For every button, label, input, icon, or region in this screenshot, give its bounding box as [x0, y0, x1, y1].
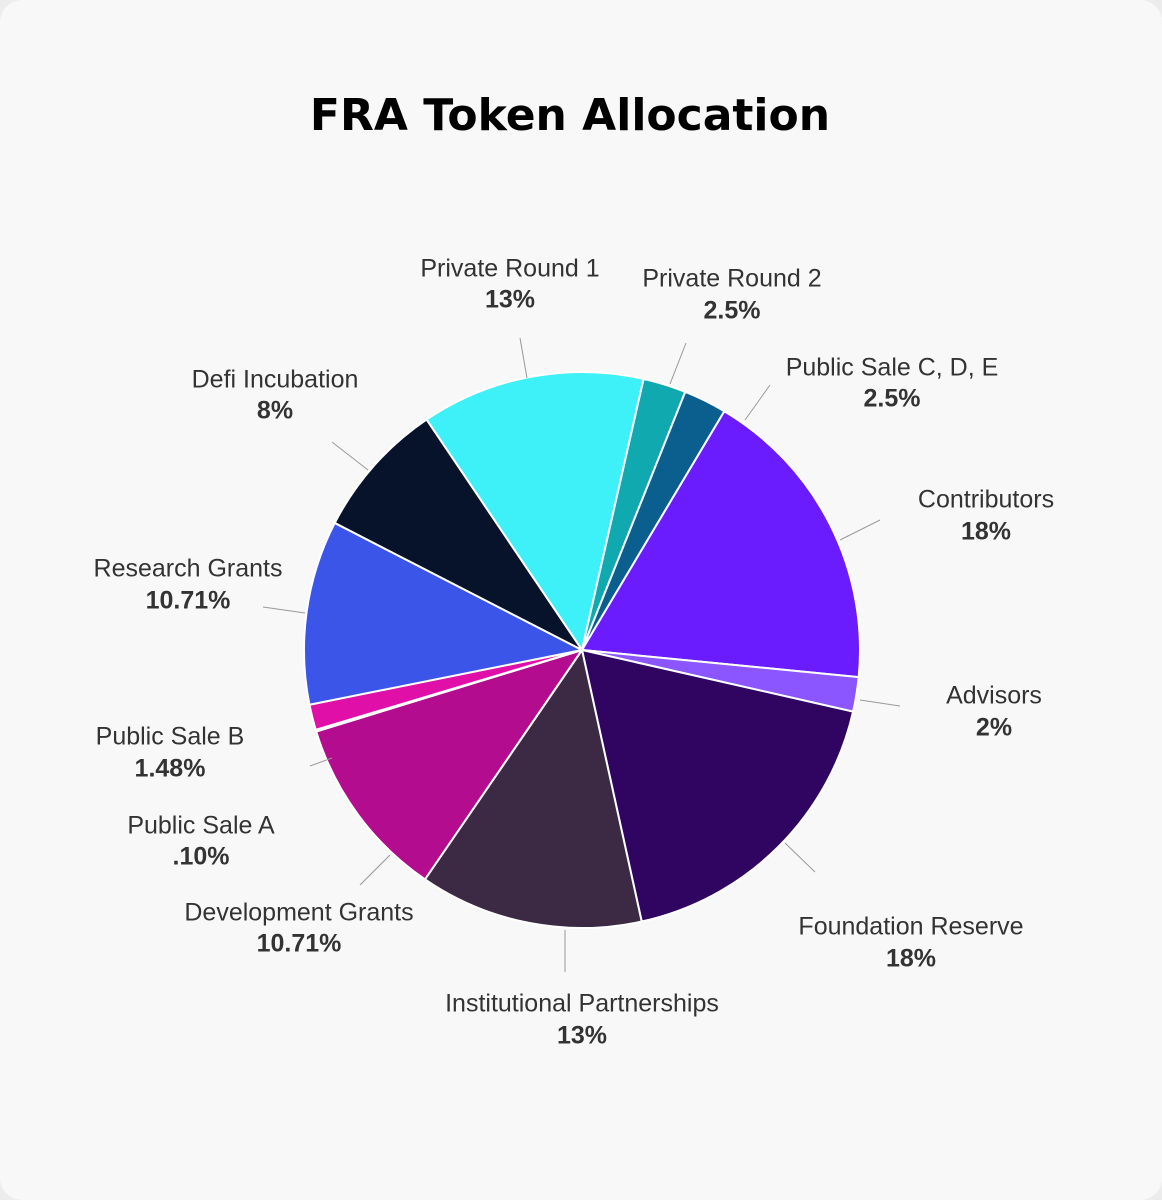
slice-label: Public Sale A — [127, 812, 275, 840]
slice-value: 2.5% — [704, 297, 761, 325]
slice-label: Contributors — [918, 486, 1054, 514]
pie-slice — [425, 371, 645, 653]
slice-label: Foundation Reserve — [798, 913, 1023, 941]
leader-line — [331, 441, 369, 471]
slice-label: Institutional Partnerships — [445, 990, 719, 1018]
slice-label: Defi Incubation — [192, 366, 359, 394]
slice-value: 1.48% — [135, 755, 206, 783]
slice-value: .10% — [173, 843, 230, 871]
pie-slice — [580, 648, 855, 923]
pie-slice — [303, 521, 586, 706]
chart-title: FRA Token Allocation — [310, 90, 830, 141]
pie-slice — [314, 648, 585, 881]
leader-line — [309, 757, 333, 767]
leader-line — [359, 854, 391, 886]
leader-line — [859, 699, 901, 707]
leader-line — [519, 337, 528, 379]
slice-value: 10.71% — [257, 930, 342, 958]
slice-label: Private Round 2 — [642, 265, 821, 293]
slice-label: Private Round 1 — [420, 255, 599, 283]
slice-label: Research Grants — [94, 555, 283, 583]
slice-value: 8% — [257, 397, 293, 425]
slice-value: 10.71% — [146, 587, 231, 615]
leader-line — [744, 384, 771, 421]
slice-value: 18% — [961, 518, 1011, 546]
slice-label: Development Grants — [184, 899, 413, 927]
pie-slice — [580, 409, 861, 679]
pie-slice — [333, 418, 583, 651]
leader-line — [839, 519, 881, 541]
slice-value: 18% — [886, 945, 936, 973]
slice-value: 2% — [976, 714, 1012, 742]
leader-line — [669, 342, 687, 385]
slice-label: Public Sale C, D, E — [786, 354, 999, 382]
slice-label: Public Sale B — [96, 723, 245, 751]
slice-label: Advisors — [946, 682, 1042, 710]
slice-value: 13% — [485, 286, 535, 314]
slice-value: 2.5% — [864, 385, 921, 413]
pie-slice — [423, 647, 643, 929]
slice-value: 13% — [557, 1022, 607, 1050]
leader-line — [784, 842, 816, 873]
leader-line — [262, 606, 306, 614]
